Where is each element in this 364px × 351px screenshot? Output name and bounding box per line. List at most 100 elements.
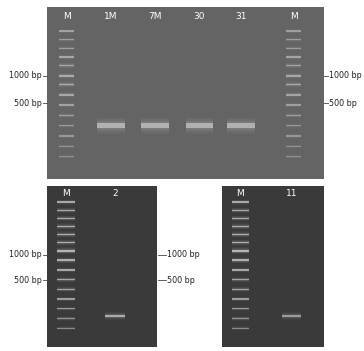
Bar xyxy=(59,29,74,33)
Bar xyxy=(141,123,169,128)
Bar xyxy=(232,233,249,236)
Bar xyxy=(59,115,74,116)
Text: 31: 31 xyxy=(235,12,247,21)
Bar xyxy=(59,103,74,107)
Bar xyxy=(286,39,301,41)
Bar xyxy=(57,278,75,282)
Bar xyxy=(57,267,75,272)
Bar xyxy=(286,155,301,158)
Bar xyxy=(286,47,301,49)
Bar xyxy=(286,125,301,127)
Text: 500 bp: 500 bp xyxy=(329,99,357,108)
Bar xyxy=(286,56,301,58)
Bar xyxy=(232,317,249,320)
Bar xyxy=(59,124,74,127)
Bar xyxy=(286,146,301,147)
Bar xyxy=(286,54,301,60)
Bar xyxy=(286,93,301,97)
Bar xyxy=(286,31,301,32)
Bar xyxy=(59,47,74,50)
Bar xyxy=(141,119,169,132)
Bar xyxy=(232,277,249,282)
Bar xyxy=(105,314,125,318)
Bar xyxy=(227,119,255,132)
Bar xyxy=(59,29,74,33)
Bar xyxy=(232,288,249,291)
Bar xyxy=(59,63,74,68)
Bar xyxy=(59,93,74,97)
Bar xyxy=(232,232,249,237)
Bar xyxy=(59,81,74,87)
Bar xyxy=(57,279,75,280)
Bar xyxy=(57,224,75,229)
Bar xyxy=(232,240,249,245)
Bar xyxy=(227,123,255,128)
Text: 500 bp: 500 bp xyxy=(167,276,195,285)
Bar xyxy=(232,241,249,244)
Bar xyxy=(186,121,213,130)
Bar xyxy=(59,74,74,78)
Bar xyxy=(286,114,301,117)
Bar xyxy=(232,278,249,281)
Bar xyxy=(232,289,249,290)
Bar xyxy=(286,124,301,127)
Bar xyxy=(57,327,75,329)
Bar xyxy=(286,115,301,116)
Bar xyxy=(59,46,74,50)
Bar xyxy=(57,259,75,262)
Bar xyxy=(232,247,249,254)
Text: 30: 30 xyxy=(194,12,205,21)
Bar xyxy=(232,279,249,280)
Bar xyxy=(57,317,75,320)
Bar xyxy=(286,38,301,41)
Bar xyxy=(286,55,301,59)
Bar xyxy=(186,119,213,132)
Bar xyxy=(232,316,249,320)
Bar xyxy=(286,103,301,107)
Bar xyxy=(232,308,249,309)
Bar xyxy=(59,82,74,87)
Bar xyxy=(57,216,75,221)
Text: 1000 bp: 1000 bp xyxy=(329,71,362,80)
Bar xyxy=(286,93,301,96)
Bar xyxy=(232,287,249,292)
Bar xyxy=(57,210,75,211)
Bar xyxy=(282,314,301,318)
Bar xyxy=(232,223,249,230)
Text: 500 bp: 500 bp xyxy=(14,99,42,108)
Bar xyxy=(232,298,249,300)
Bar xyxy=(59,48,74,49)
Bar xyxy=(59,104,74,106)
Bar xyxy=(59,55,74,58)
Text: M: M xyxy=(62,189,70,198)
Bar xyxy=(232,327,249,329)
Bar xyxy=(105,312,125,320)
Bar xyxy=(57,297,75,301)
Bar xyxy=(57,326,75,330)
Bar xyxy=(97,119,125,132)
Bar xyxy=(97,118,125,134)
Bar xyxy=(57,233,75,236)
Bar xyxy=(286,135,301,137)
Bar xyxy=(286,145,301,147)
Bar xyxy=(57,240,75,245)
Bar xyxy=(59,94,74,95)
Bar xyxy=(57,200,75,205)
Bar xyxy=(59,156,74,157)
Bar xyxy=(232,326,249,330)
Bar xyxy=(232,307,249,310)
Bar xyxy=(59,125,74,126)
Bar xyxy=(47,186,157,347)
Bar xyxy=(59,146,74,147)
Bar xyxy=(232,216,249,221)
Bar xyxy=(59,134,74,138)
Bar xyxy=(286,83,301,86)
Bar xyxy=(59,145,74,148)
Bar xyxy=(59,74,74,77)
Bar xyxy=(232,233,249,236)
Bar xyxy=(286,104,301,106)
Bar xyxy=(286,30,301,32)
Text: 1000 bp: 1000 bp xyxy=(9,71,42,80)
Bar xyxy=(59,124,74,128)
Bar xyxy=(57,287,75,291)
